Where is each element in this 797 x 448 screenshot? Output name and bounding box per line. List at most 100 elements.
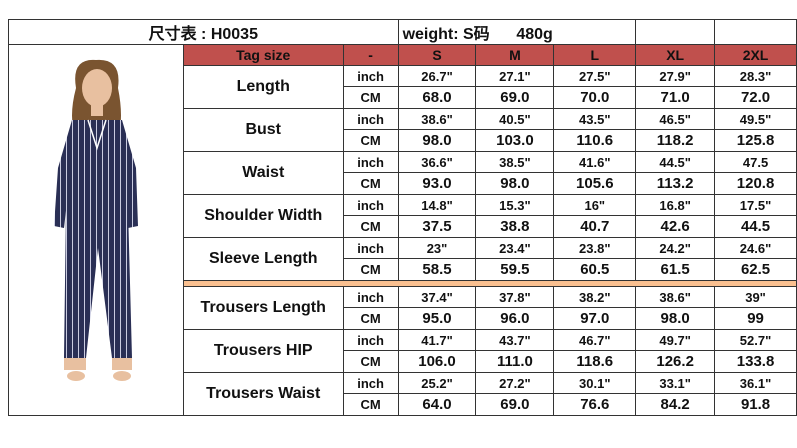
value-cell: 58.5: [397, 258, 477, 281]
measurement-name: Bust: [182, 108, 344, 152]
value-cell: 70.0: [553, 86, 637, 109]
value-cell: 60.5: [553, 258, 637, 281]
value-cell: 43.5": [553, 108, 637, 130]
size-header-s: S: [397, 44, 477, 66]
value-cell: 118.2: [635, 129, 716, 152]
value-cell: 126.2: [635, 350, 716, 373]
value-cell: 62.5: [714, 258, 797, 281]
value-cell: 59.5: [475, 258, 555, 281]
value-cell: 38.2": [553, 286, 637, 308]
unit-label: CM: [342, 307, 399, 330]
value-cell: 47.5: [714, 151, 797, 173]
value-cell: 76.6: [553, 393, 637, 416]
value-cell: 42.6: [635, 215, 716, 238]
value-cell: 16": [553, 194, 637, 216]
measurement-row-length-cm: CM 68.0 69.0 70.0 71.0 72.0: [9, 86, 797, 109]
value-cell: 14.8": [397, 194, 477, 216]
value-cell: 49.7": [635, 329, 716, 351]
unit-label: inch: [342, 151, 399, 173]
value-cell: 36.1": [714, 372, 797, 394]
value-cell: 113.2: [635, 172, 716, 195]
value-cell: 103.0: [475, 129, 555, 152]
value-cell: 27.1": [475, 65, 555, 87]
value-cell: 69.0: [475, 393, 555, 416]
value-cell: 40.7: [553, 215, 637, 238]
value-cell: 118.6: [553, 350, 637, 373]
measurement-name: Waist: [182, 151, 344, 195]
unit-label: inch: [342, 194, 399, 216]
value-cell: 99: [714, 307, 797, 330]
value-cell: 97.0: [553, 307, 637, 330]
value-cell: 106.0: [397, 350, 477, 373]
value-cell: 30.1": [553, 372, 637, 394]
unit-label: inch: [342, 237, 399, 259]
value-cell: 69.0: [475, 86, 555, 109]
measurement-row-trousers-waist-cm: CM 64.0 69.0 76.6 84.2 91.8: [9, 393, 797, 416]
unit-label: CM: [342, 215, 399, 238]
value-cell: 15.3": [475, 194, 555, 216]
value-cell: 98.0: [397, 129, 477, 152]
unit-header: -: [342, 44, 399, 66]
chart-title: 尺寸表 : H0035: [8, 19, 399, 45]
unit-label: inch: [342, 108, 399, 130]
value-cell: 125.8: [714, 129, 797, 152]
value-cell: 43.7": [475, 329, 555, 351]
empty-cell: [714, 19, 797, 45]
value-cell: 68.0: [397, 86, 477, 109]
measurement-row-shoulder-width-cm: CM 37.5 38.8 40.7 42.6 44.5: [9, 215, 797, 238]
value-cell: 44.5: [714, 215, 797, 238]
value-cell: 93.0: [397, 172, 477, 195]
value-cell: 91.8: [714, 393, 797, 416]
value-cell: 38.8: [475, 215, 555, 238]
size-header-xl: XL: [635, 44, 716, 66]
value-cell: 28.3": [714, 65, 797, 87]
unit-label: CM: [342, 129, 399, 152]
measurement-row-length-inch: Length inch 26.7" 27.1" 27.5" 27.9" 28.3": [9, 65, 797, 109]
unit-label: CM: [342, 258, 399, 281]
value-cell: 96.0: [475, 307, 555, 330]
measurement-name: Sleeve Length: [182, 237, 344, 281]
measurement-row-trousers-hip-inch: Trousers HIP inch 41.7" 43.7" 46.7" 49.7" 52.7…: [9, 329, 797, 373]
value-cell: 27.2": [475, 372, 555, 394]
value-cell: 26.7": [397, 65, 477, 87]
value-cell: 27.9": [635, 65, 716, 87]
value-cell: 24.2": [635, 237, 716, 259]
measurement-row-bust-inch: Bust inch 38.6" 40.5" 43.5" 46.5" 49.5": [9, 108, 797, 152]
size-header-m: M: [475, 44, 555, 66]
value-cell: 40.5": [475, 108, 555, 130]
measurement-name: Trousers Waist: [182, 372, 344, 416]
unit-label: inch: [342, 286, 399, 308]
size-header-2xl: 2XL: [714, 44, 797, 66]
measurement-name: Trousers HIP: [182, 329, 344, 373]
value-cell: 33.1": [635, 372, 716, 394]
measurement-name: Shoulder Width: [182, 194, 344, 238]
value-cell: 37.4": [397, 286, 477, 308]
value-cell: 64.0: [397, 393, 477, 416]
unit-label: CM: [342, 350, 399, 373]
pajama-model-image: [53, 59, 138, 381]
measurement-row-trousers-hip-cm: CM 106.0 111.0 118.6 126.2 133.8: [9, 350, 797, 373]
value-cell: 111.0: [475, 350, 555, 373]
value-cell: 39": [714, 286, 797, 308]
value-cell: 61.5: [635, 258, 716, 281]
value-cell: 98.0: [475, 172, 555, 195]
value-cell: 52.7": [714, 329, 797, 351]
unit-label: CM: [342, 393, 399, 416]
measurement-name: Trousers Length: [182, 286, 344, 330]
product-photo: [8, 44, 184, 416]
value-cell: 46.5": [635, 108, 716, 130]
value-cell: 44.5": [635, 151, 716, 173]
value-cell: 38.6": [635, 286, 716, 308]
unit-label: inch: [342, 65, 399, 87]
value-cell: 46.7": [553, 329, 637, 351]
value-cell: 41.7": [397, 329, 477, 351]
tag-size-row: Tag size - S M L XL 2XL: [8, 44, 797, 416]
measurement-row-bust-cm: CM 98.0 103.0 110.6 118.2 125.8: [9, 129, 797, 152]
unit-label: inch: [342, 329, 399, 351]
unit-label: inch: [342, 372, 399, 394]
tag-size-header: Tag size: [182, 44, 344, 66]
value-cell: 38.6": [397, 108, 477, 130]
size-table: 尺寸表 : H0035 weight: S码 480g: [8, 19, 797, 416]
size-chart: 尺寸表 : H0035 weight: S码 480g: [8, 19, 797, 416]
measurement-name: Length: [182, 65, 344, 109]
